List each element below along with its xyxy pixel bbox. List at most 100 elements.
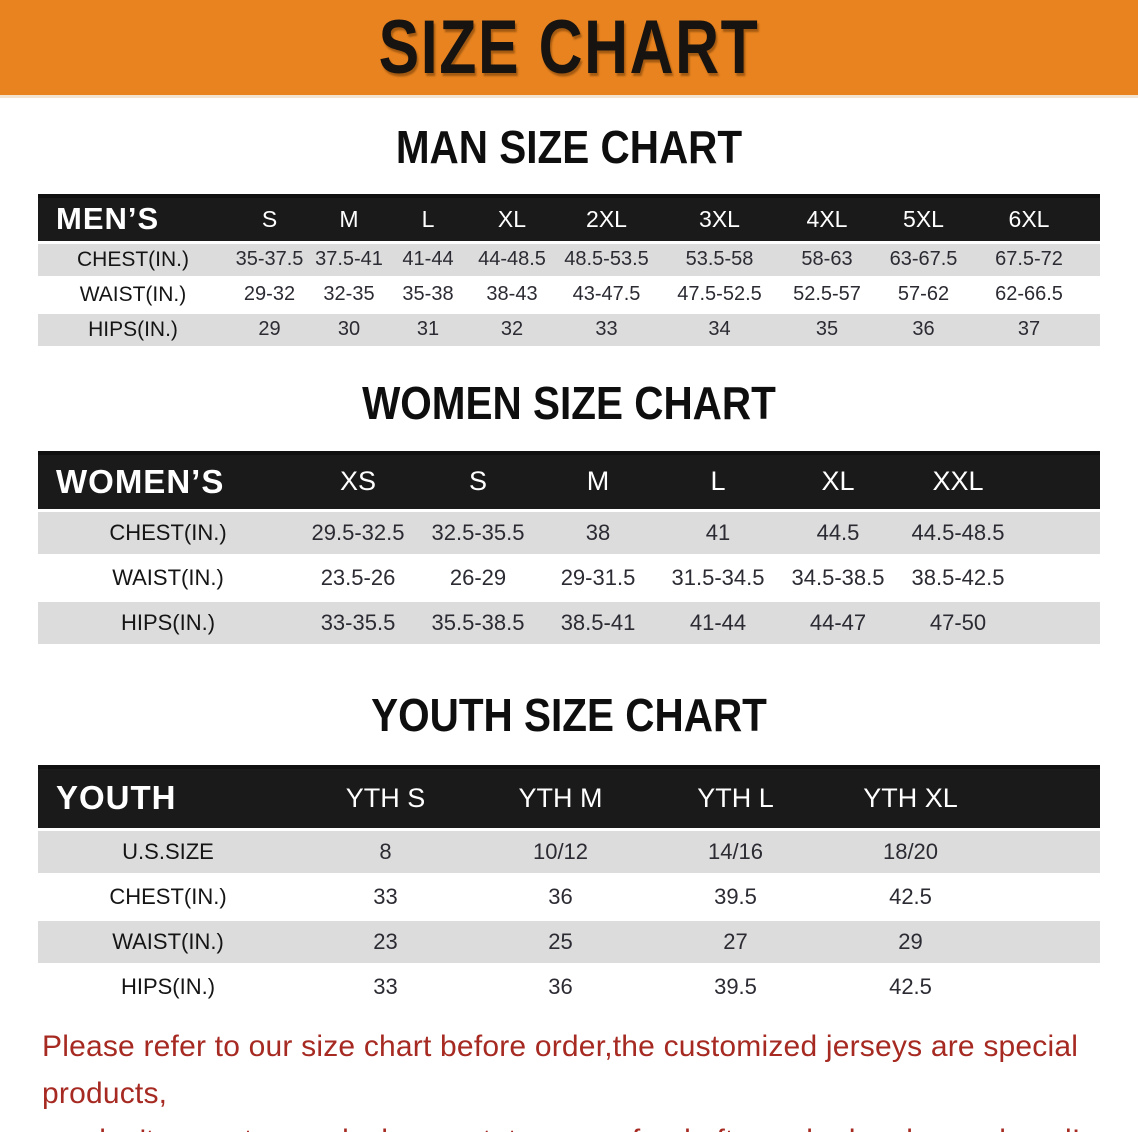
filler-cell — [1084, 312, 1100, 349]
size-value-cell: 36 — [473, 874, 648, 921]
size-value-cell: 38.5-42.5 — [898, 555, 1018, 602]
size-value-cell: 44-47 — [778, 600, 898, 647]
measurement-row: HIPS(IN.) 33-35.5 35.5-38.5 38.5-41 41-44 44-… — [38, 600, 1100, 647]
table-title: WOMEN’S — [38, 451, 298, 512]
size-value-cell: 53.5-58 — [658, 242, 781, 279]
women-section-heading: WOMEN SIZE CHART — [362, 376, 776, 429]
row-label: CHEST(IN.) — [38, 242, 228, 279]
size-value-cell: 31 — [387, 312, 469, 349]
size-value-cell: 47.5-52.5 — [658, 277, 781, 314]
size-value-cell: 33 — [555, 312, 658, 349]
size-header-row: YOUTH YTH S YTH M YTH L YTH XL — [38, 765, 1100, 831]
filler-cell — [1084, 242, 1100, 279]
youth-section-heading: YOUTH SIZE CHART — [371, 689, 767, 741]
size-value-cell: 26-29 — [418, 555, 538, 602]
size-column-header: 5XL — [873, 194, 974, 244]
size-value-cell: 31.5-34.5 — [658, 555, 778, 602]
size-value-cell: 14/16 — [648, 829, 823, 876]
row-label: WAIST(IN.) — [38, 277, 228, 314]
size-value-cell: 39.5 — [648, 874, 823, 921]
size-value-cell: 33 — [298, 964, 473, 1011]
row-label: U.S.SIZE — [38, 829, 298, 876]
measurement-row: CHEST(IN.) 29.5-32.5 32.5-35.5 38 41 44.5 44.5… — [38, 510, 1100, 557]
size-column-header: M — [311, 194, 387, 244]
size-value-cell: 32-35 — [311, 277, 387, 314]
size-column-header: 2XL — [555, 194, 658, 244]
size-value-cell: 37 — [974, 312, 1084, 349]
size-value-cell: 44.5-48.5 — [898, 510, 1018, 557]
filler-cell — [1084, 194, 1100, 244]
size-value-cell: 35-38 — [387, 277, 469, 314]
filler-cell — [1018, 451, 1100, 512]
row-label: HIPS(IN.) — [38, 600, 298, 647]
measurement-row: HIPS(IN.) 33 36 39.5 42.5 — [38, 964, 1100, 1011]
size-column-header: YTH XL — [823, 765, 998, 831]
size-value-cell: 33 — [298, 874, 473, 921]
size-column-header: 3XL — [658, 194, 781, 244]
size-value-cell: 27 — [648, 919, 823, 966]
size-value-cell: 36 — [473, 964, 648, 1011]
measurement-row: WAIST(IN.) 23 25 27 29 — [38, 919, 1100, 966]
size-value-cell: 57-62 — [873, 277, 974, 314]
size-header-row: MEN’S S M L XL 2XL 3XL 4XL 5XL 6XL — [38, 194, 1100, 244]
men-section-heading: MAN SIZE CHART — [395, 121, 743, 173]
size-column-header: YTH M — [473, 765, 648, 831]
size-value-cell: 29-31.5 — [538, 555, 658, 602]
size-value-cell: 42.5 — [823, 874, 998, 921]
size-column-header: L — [658, 451, 778, 512]
size-column-header: YTH L — [648, 765, 823, 831]
size-value-cell: 39.5 — [648, 964, 823, 1011]
size-column-header: XL — [469, 194, 555, 244]
size-value-cell: 41 — [658, 510, 778, 557]
row-label: HIPS(IN.) — [38, 312, 228, 349]
size-value-cell: 48.5-53.5 — [555, 242, 658, 279]
measurement-row: WAIST(IN.) 29-32 32-35 35-38 38-43 43-47.5 47.… — [38, 277, 1100, 314]
youth-size-table: YOUTH YTH S YTH M YTH L YTH XL U.S.SIZE 8 10/12… — [38, 765, 1100, 1011]
filler-cell — [1018, 555, 1100, 602]
banner: SIZE CHART — [0, 0, 1138, 98]
size-value-cell: 36 — [873, 312, 974, 349]
size-value-cell: 33-35.5 — [298, 600, 418, 647]
row-label: CHEST(IN.) — [38, 874, 298, 921]
measurement-row: CHEST(IN.) 35-37.5 37.5-41 41-44 44-48.5 48.5… — [38, 242, 1100, 279]
size-value-cell: 52.5-57 — [781, 277, 873, 314]
youth-size-chart-section: YOUTH SIZE CHART YOUTH YTH S YTH M YTH L YTH… — [0, 689, 1138, 1011]
filler-cell — [1084, 277, 1100, 314]
size-column-header: 6XL — [974, 194, 1084, 244]
size-value-cell: 23 — [298, 919, 473, 966]
row-label: WAIST(IN.) — [38, 555, 298, 602]
page-title: SIZE CHART — [378, 5, 760, 90]
size-value-cell: 47-50 — [898, 600, 1018, 647]
size-value-cell: 18/20 — [823, 829, 998, 876]
size-column-header: YTH S — [298, 765, 473, 831]
row-label: WAIST(IN.) — [38, 919, 298, 966]
filler-cell — [998, 964, 1100, 1011]
measurement-row: WAIST(IN.) 23.5-26 26-29 29-31.5 31.5-34.5 34… — [38, 555, 1100, 602]
disclaimer: Please refer to our size chart before or… — [42, 1023, 1138, 1132]
size-value-cell: 29.5-32.5 — [298, 510, 418, 557]
size-value-cell: 32.5-35.5 — [418, 510, 538, 557]
size-value-cell: 44.5 — [778, 510, 898, 557]
filler-cell — [998, 919, 1100, 966]
size-value-cell: 35 — [781, 312, 873, 349]
table-title: YOUTH — [38, 765, 298, 831]
size-value-cell: 38-43 — [469, 277, 555, 314]
filler-cell — [998, 765, 1100, 831]
men-size-table: MEN’S S M L XL 2XL 3XL 4XL 5XL 6XL CHEST(IN.) 35-37… — [38, 194, 1100, 349]
size-value-cell: 41-44 — [387, 242, 469, 279]
size-value-cell: 29 — [823, 919, 998, 966]
measurement-row: U.S.SIZE 8 10/12 14/16 18/20 — [38, 829, 1100, 876]
filler-cell — [998, 829, 1100, 876]
size-value-cell: 63-67.5 — [873, 242, 974, 279]
size-value-cell: 34 — [658, 312, 781, 349]
size-value-cell: 42.5 — [823, 964, 998, 1011]
size-column-header: S — [228, 194, 311, 244]
size-value-cell: 29 — [228, 312, 311, 349]
size-value-cell: 67.5-72 — [974, 242, 1084, 279]
size-column-header: XS — [298, 451, 418, 512]
size-header-row: WOMEN’S XS S M L XL XXL — [38, 451, 1100, 512]
size-value-cell: 25 — [473, 919, 648, 966]
measurement-row: HIPS(IN.) 29 30 31 32 33 34 35 36 37 — [38, 312, 1100, 349]
size-value-cell: 44-48.5 — [469, 242, 555, 279]
size-value-cell: 41-44 — [658, 600, 778, 647]
